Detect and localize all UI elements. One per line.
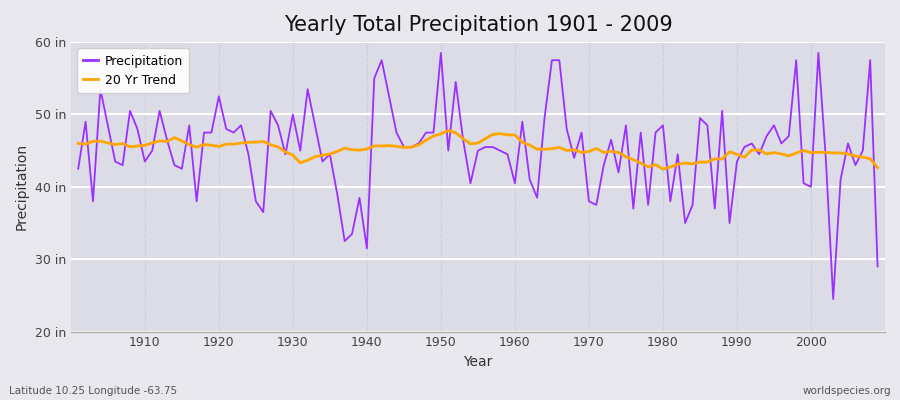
- Precipitation: [436, 50, 446, 55]
- Line: 20 Yr Trend: 20 Yr Trend: [78, 130, 878, 169]
- 20 Yr Trend: [132, 144, 143, 148]
- 20 Yr Trend: [443, 128, 454, 133]
- Precipitation: [872, 264, 883, 269]
- X-axis label: Year: Year: [464, 355, 492, 369]
- Text: worldspecies.org: worldspecies.org: [803, 386, 891, 396]
- 20 Yr Trend: [606, 149, 616, 154]
- Precipitation: [295, 148, 306, 153]
- 20 Yr Trend: [872, 165, 883, 170]
- 20 Yr Trend: [339, 146, 350, 150]
- Precipitation: [517, 119, 527, 124]
- Precipitation: [828, 297, 839, 302]
- Precipitation: [132, 126, 143, 131]
- 20 Yr Trend: [295, 160, 306, 165]
- Precipitation: [509, 181, 520, 186]
- 20 Yr Trend: [517, 140, 527, 145]
- Title: Yearly Total Precipitation 1901 - 2009: Yearly Total Precipitation 1901 - 2009: [284, 15, 672, 35]
- Text: Latitude 10.25 Longitude -63.75: Latitude 10.25 Longitude -63.75: [9, 386, 177, 396]
- Precipitation: [339, 239, 350, 244]
- Line: Precipitation: Precipitation: [78, 53, 878, 299]
- Y-axis label: Precipitation: Precipitation: [15, 143, 29, 230]
- Precipitation: [606, 138, 616, 142]
- Legend: Precipitation, 20 Yr Trend: Precipitation, 20 Yr Trend: [77, 48, 189, 93]
- 20 Yr Trend: [73, 141, 84, 146]
- Precipitation: [73, 166, 84, 171]
- 20 Yr Trend: [658, 167, 669, 172]
- 20 Yr Trend: [509, 132, 520, 137]
